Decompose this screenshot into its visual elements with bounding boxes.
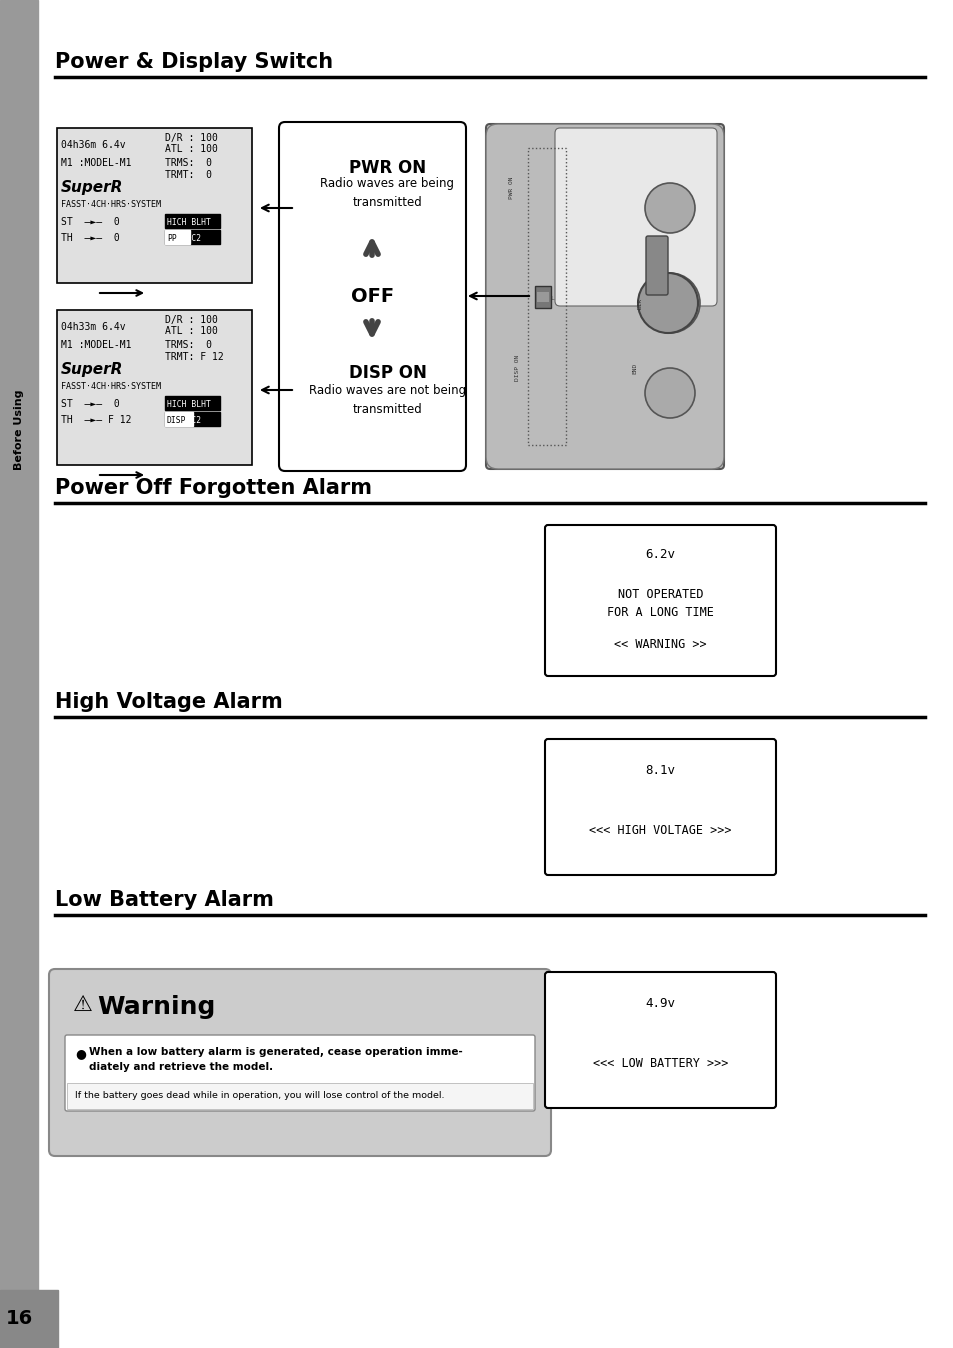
Text: D/R : 100: D/R : 100 xyxy=(165,315,217,325)
Circle shape xyxy=(644,368,695,418)
Bar xyxy=(0,0,38,1348)
Bar xyxy=(0,1290,58,1348)
Text: DISP: DISP xyxy=(167,417,186,425)
Text: High Voltage Alarm: High Voltage Alarm xyxy=(55,692,282,712)
Text: <<< LOW BATTERY >>>: <<< LOW BATTERY >>> xyxy=(592,1057,727,1070)
Text: 6.2v: 6.2v xyxy=(645,549,675,561)
Text: ●: ● xyxy=(75,1047,86,1060)
Text: Low Battery Alarm: Low Battery Alarm xyxy=(55,890,274,910)
Bar xyxy=(165,231,220,244)
FancyBboxPatch shape xyxy=(544,972,775,1108)
FancyBboxPatch shape xyxy=(485,124,723,469)
Text: PWR ON: PWR ON xyxy=(509,177,514,200)
Circle shape xyxy=(644,183,695,233)
Text: DISP C2: DISP C2 xyxy=(167,417,201,425)
Text: SuperR: SuperR xyxy=(61,363,123,377)
Text: ATL : 100: ATL : 100 xyxy=(165,144,217,154)
Text: HICH BLHT: HICH BLHT xyxy=(167,218,211,226)
Text: diately and retrieve the model.: diately and retrieve the model. xyxy=(89,1062,273,1072)
Text: TRMT:  0: TRMT: 0 xyxy=(165,170,212,181)
Text: TRMS:  0: TRMS: 0 xyxy=(165,158,212,168)
Text: When a low battery alarm is generated, cease operation imme-: When a low battery alarm is generated, c… xyxy=(89,1047,462,1057)
Text: TH  —►— F 12: TH —►— F 12 xyxy=(61,415,132,425)
Text: Power & Display Switch: Power & Display Switch xyxy=(55,53,333,71)
FancyBboxPatch shape xyxy=(544,524,775,675)
Text: FASST·4CH·HRS·SYSTEM: FASST·4CH·HRS·SYSTEM xyxy=(61,200,161,209)
Text: SuperR: SuperR xyxy=(61,181,123,195)
Text: TRMS:  0: TRMS: 0 xyxy=(165,340,212,350)
Text: L: L xyxy=(550,295,554,301)
Text: Radio waves are not being
transmitted: Radio waves are not being transmitted xyxy=(309,384,466,417)
Text: HICH BLHT: HICH BLHT xyxy=(167,400,211,408)
Bar xyxy=(165,231,190,244)
Text: ST  —►—  0: ST —►— 0 xyxy=(61,217,120,226)
Text: ⚠: ⚠ xyxy=(73,995,92,1015)
Text: Before Using: Before Using xyxy=(14,390,24,470)
FancyBboxPatch shape xyxy=(485,124,723,469)
Text: ST  —►—  0: ST —►— 0 xyxy=(61,399,120,408)
Bar xyxy=(57,310,252,465)
Text: DISP ON: DISP ON xyxy=(515,355,520,381)
FancyBboxPatch shape xyxy=(645,236,667,295)
Text: 04h36m 6.4v: 04h36m 6.4v xyxy=(61,140,126,150)
FancyBboxPatch shape xyxy=(65,1035,535,1111)
Text: OFF: OFF xyxy=(351,287,394,306)
Text: PWR ON: PWR ON xyxy=(349,159,426,177)
Bar xyxy=(67,1082,533,1109)
Text: NOT OPERATED
FOR A LONG TIME: NOT OPERATED FOR A LONG TIME xyxy=(606,588,713,619)
Text: <<< HIGH VOLTAGE >>>: <<< HIGH VOLTAGE >>> xyxy=(589,824,731,837)
Text: TRMT: F 12: TRMT: F 12 xyxy=(165,352,224,363)
FancyBboxPatch shape xyxy=(278,123,465,470)
Text: M1 :MODEL-M1: M1 :MODEL-M1 xyxy=(61,158,132,168)
Text: END: END xyxy=(632,363,637,373)
Text: PP: PP xyxy=(167,235,176,243)
Text: PP   C2: PP C2 xyxy=(167,235,201,243)
Bar xyxy=(165,412,193,426)
Text: DIR: DIR xyxy=(637,298,641,309)
Text: Radio waves are being
transmitted: Radio waves are being transmitted xyxy=(320,177,454,209)
Text: DISP ON: DISP ON xyxy=(348,364,426,381)
Text: If the battery goes dead while in operation, you will lose control of the model.: If the battery goes dead while in operat… xyxy=(75,1091,444,1100)
Circle shape xyxy=(638,274,698,333)
Text: ATL : 100: ATL : 100 xyxy=(165,326,217,336)
Text: 4.9v: 4.9v xyxy=(645,998,675,1010)
Text: 16: 16 xyxy=(6,1309,32,1328)
FancyBboxPatch shape xyxy=(49,969,551,1157)
Bar xyxy=(165,214,220,228)
Text: D/R : 100: D/R : 100 xyxy=(165,133,217,143)
Bar xyxy=(537,293,548,302)
Text: << WARNING >>: << WARNING >> xyxy=(614,638,706,651)
Text: M1 :MODEL-M1: M1 :MODEL-M1 xyxy=(61,340,132,350)
Bar xyxy=(57,128,252,283)
Text: FASST·4CH·HRS·SYSTEM: FASST·4CH·HRS·SYSTEM xyxy=(61,381,161,391)
Text: TH  —►—  0: TH —►— 0 xyxy=(61,233,120,243)
FancyBboxPatch shape xyxy=(544,739,775,875)
Bar xyxy=(165,396,220,410)
Circle shape xyxy=(639,274,700,333)
Text: 8.1v: 8.1v xyxy=(645,764,675,776)
Text: 04h33m 6.4v: 04h33m 6.4v xyxy=(61,322,126,332)
Text: Warning: Warning xyxy=(97,995,215,1019)
Bar xyxy=(527,148,565,445)
Bar xyxy=(535,286,551,307)
Bar xyxy=(165,412,220,426)
FancyBboxPatch shape xyxy=(555,128,717,306)
Text: Power Off Forgotten Alarm: Power Off Forgotten Alarm xyxy=(55,479,372,497)
